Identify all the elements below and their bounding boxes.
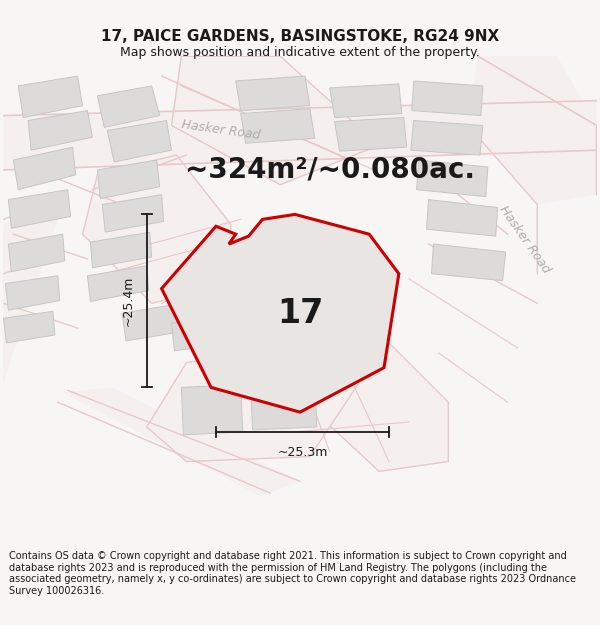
Text: Hasker Road: Hasker Road bbox=[496, 203, 553, 276]
Polygon shape bbox=[91, 232, 152, 268]
Polygon shape bbox=[172, 315, 234, 351]
Polygon shape bbox=[63, 388, 300, 496]
Polygon shape bbox=[431, 244, 506, 281]
Polygon shape bbox=[8, 190, 71, 228]
Polygon shape bbox=[181, 384, 242, 435]
Polygon shape bbox=[221, 343, 282, 374]
Polygon shape bbox=[305, 333, 448, 471]
Text: Contains OS data © Crown copyright and database right 2021. This information is : Contains OS data © Crown copyright and d… bbox=[9, 551, 576, 596]
Polygon shape bbox=[147, 343, 359, 461]
Polygon shape bbox=[412, 81, 483, 116]
Polygon shape bbox=[0, 204, 63, 412]
Polygon shape bbox=[427, 199, 498, 236]
Polygon shape bbox=[13, 148, 76, 190]
Polygon shape bbox=[28, 111, 92, 150]
Text: ~25.3m: ~25.3m bbox=[277, 446, 328, 459]
Text: 17: 17 bbox=[277, 297, 323, 330]
Polygon shape bbox=[335, 118, 407, 151]
Polygon shape bbox=[329, 84, 402, 118]
Text: Map shows position and indicative extent of the property.: Map shows position and indicative extent… bbox=[120, 46, 480, 59]
Polygon shape bbox=[102, 194, 164, 232]
Polygon shape bbox=[172, 56, 379, 185]
Polygon shape bbox=[416, 160, 488, 197]
Polygon shape bbox=[8, 234, 65, 272]
Polygon shape bbox=[88, 266, 149, 301]
Text: ~324m²/~0.080ac.: ~324m²/~0.080ac. bbox=[185, 156, 475, 184]
Text: ~25.4m: ~25.4m bbox=[122, 276, 135, 326]
Polygon shape bbox=[107, 121, 172, 162]
Polygon shape bbox=[161, 214, 399, 412]
Polygon shape bbox=[83, 155, 231, 303]
Polygon shape bbox=[122, 303, 185, 341]
Polygon shape bbox=[236, 76, 310, 111]
Polygon shape bbox=[241, 109, 315, 143]
Polygon shape bbox=[18, 76, 83, 118]
Text: 17, PAICE GARDENS, BASINGSTOKE, RG24 9NX: 17, PAICE GARDENS, BASINGSTOKE, RG24 9NX bbox=[101, 29, 499, 44]
Polygon shape bbox=[97, 86, 160, 127]
Polygon shape bbox=[97, 160, 160, 199]
Polygon shape bbox=[4, 101, 596, 170]
Polygon shape bbox=[5, 276, 60, 310]
Polygon shape bbox=[251, 379, 317, 430]
Polygon shape bbox=[468, 56, 596, 204]
Text: Hasker Road: Hasker Road bbox=[181, 118, 261, 142]
Polygon shape bbox=[411, 121, 483, 155]
Polygon shape bbox=[4, 311, 55, 343]
